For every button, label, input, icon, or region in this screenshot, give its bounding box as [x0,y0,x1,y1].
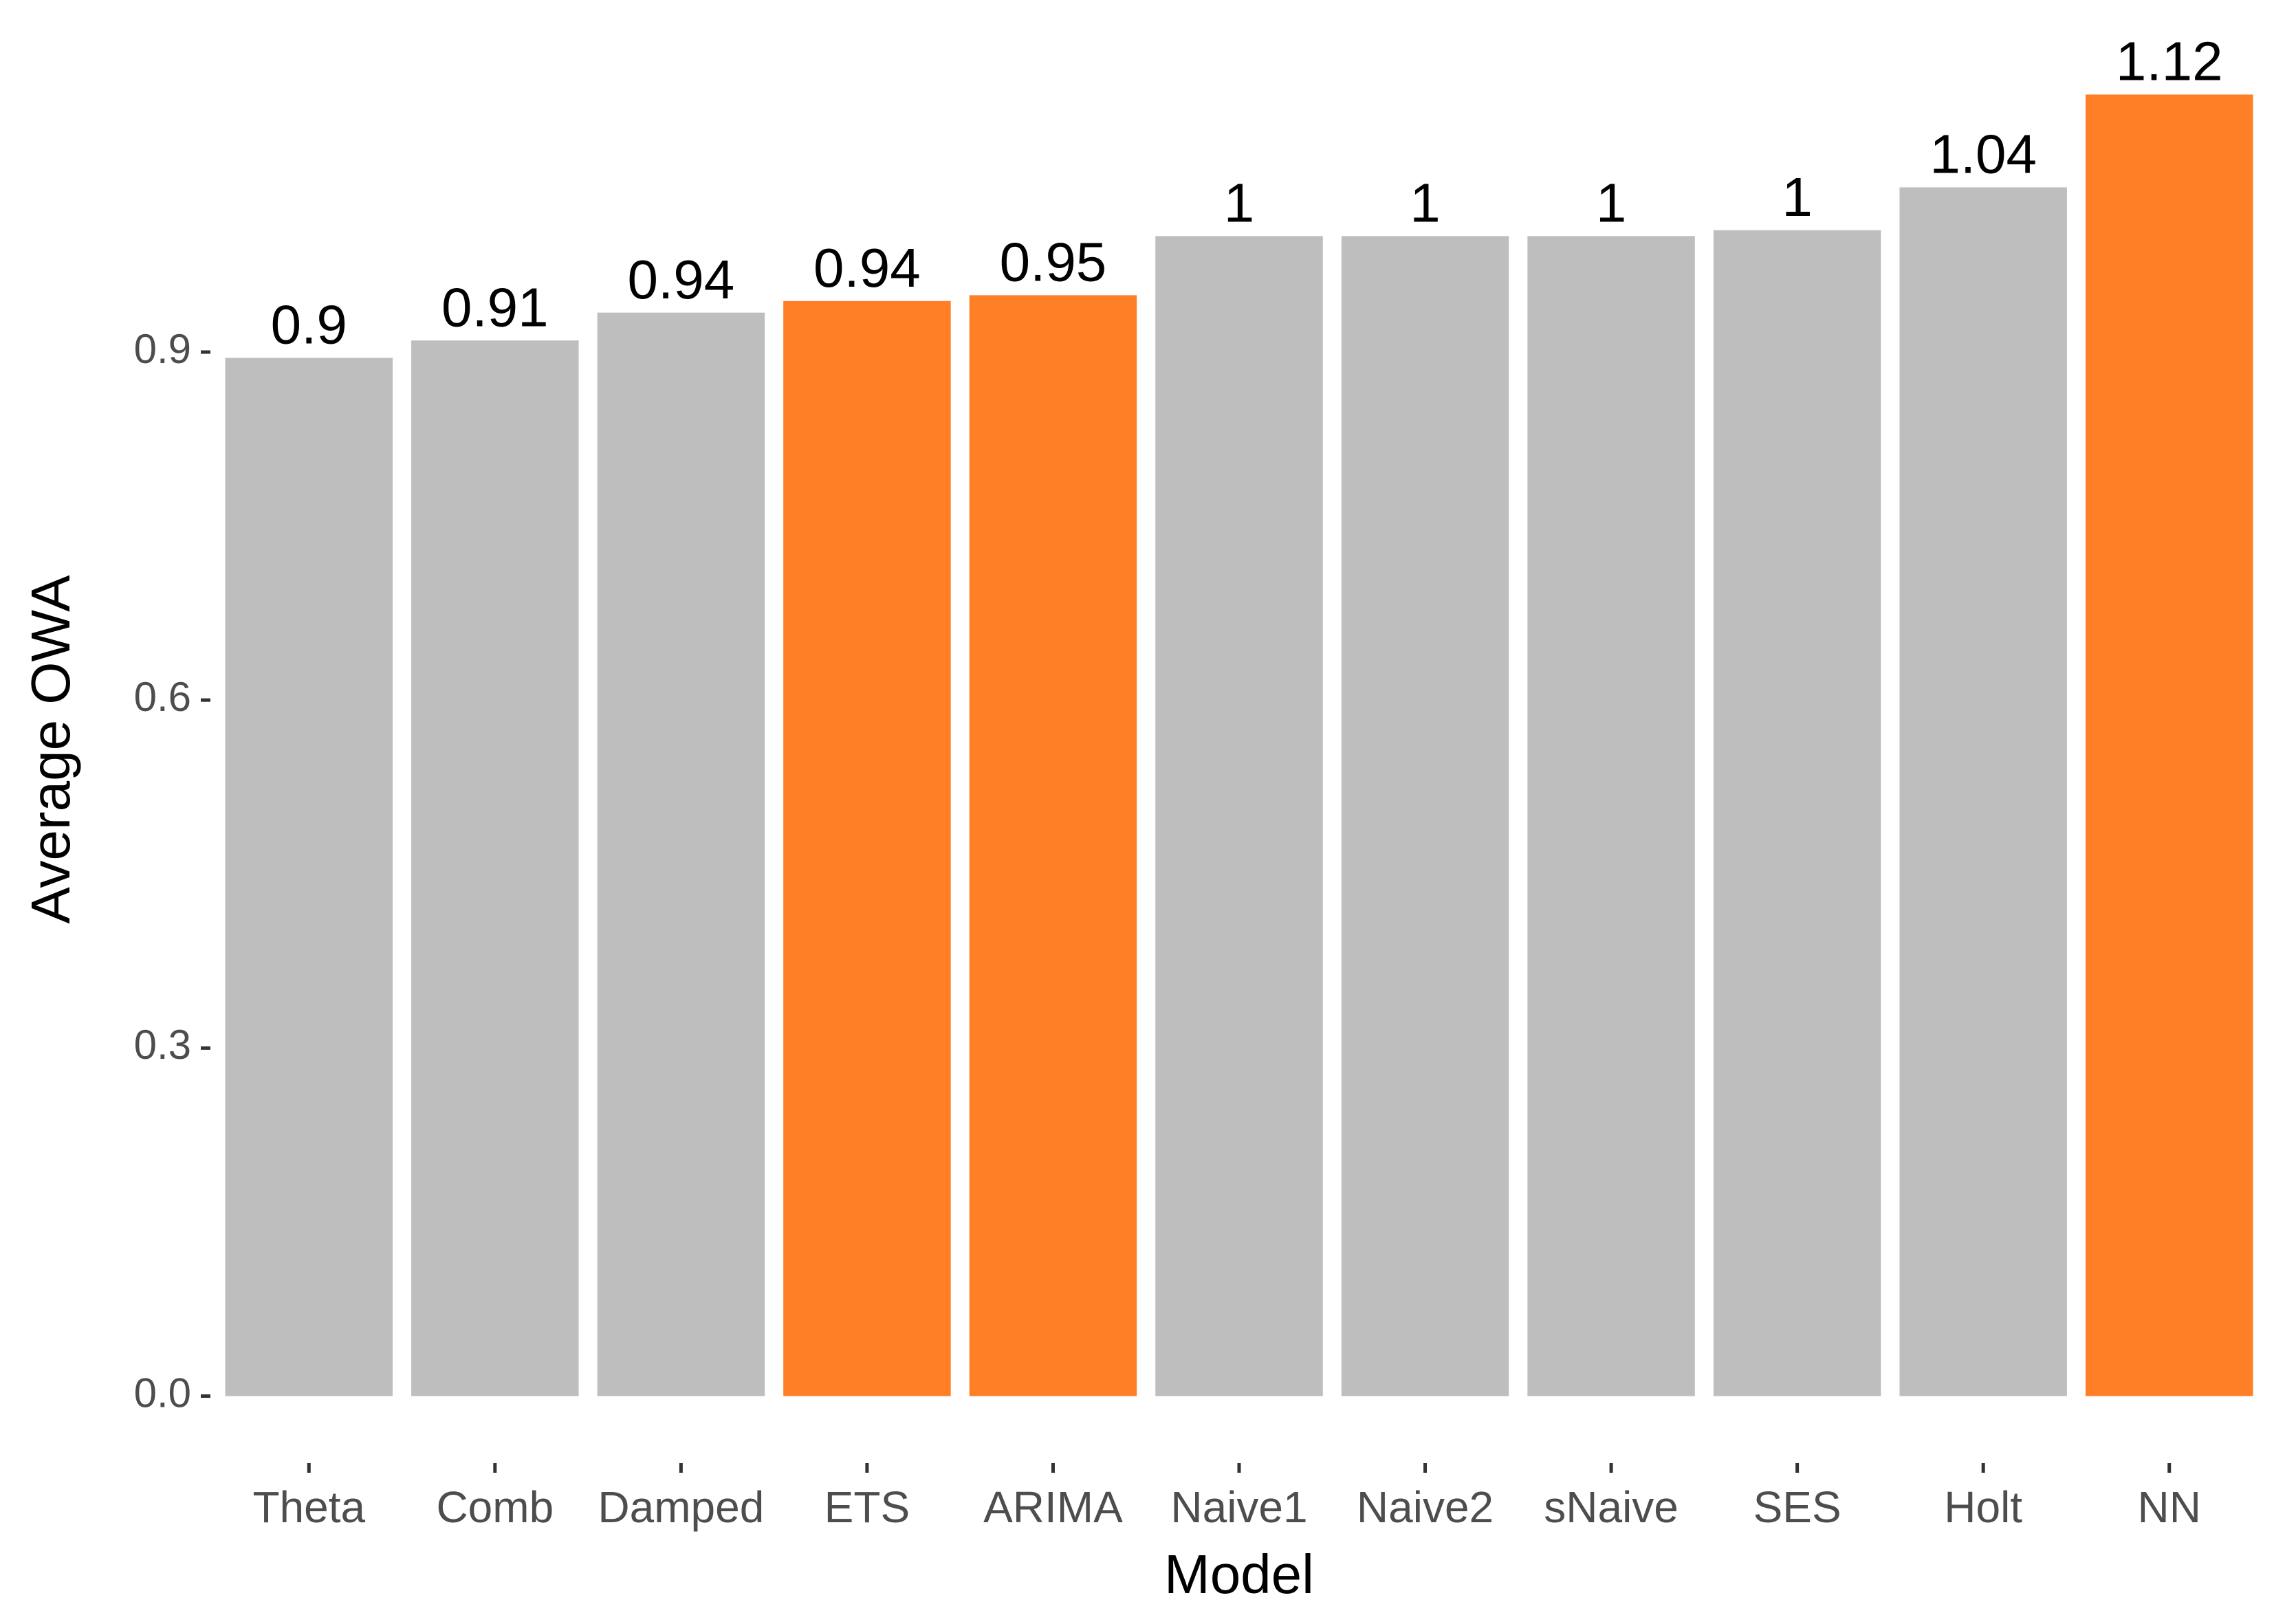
x-tick-label: Naive2 [1357,1482,1494,1532]
y-axis-title: Average OWA [20,575,81,924]
bar [411,340,579,1396]
bar [1527,236,1695,1396]
y-tick-label: 0.6 [134,674,191,720]
bar [1341,236,1509,1396]
x-tick-label: SES [1753,1482,1841,1532]
x-tick-label: ARIMA [983,1482,1123,1532]
bar [2085,94,2253,1396]
x-tick-label: Holt [1944,1482,2022,1532]
bar [1899,187,2067,1396]
y-tick-label: 0.9 [134,326,191,372]
value-label: 0.91 [441,276,549,338]
value-label: 1.12 [2116,31,2223,92]
value-label: 1 [1410,172,1441,233]
x-tick-label: ETS [824,1482,910,1532]
value-label: 0.94 [628,249,735,310]
x-tick-label: Damped [598,1482,764,1532]
x-tick-label: NN [2138,1482,2201,1532]
value-label: 1 [1596,172,1627,233]
value-label: 0.94 [813,237,921,298]
bar [597,312,765,1396]
bar [1713,230,1881,1396]
value-label: 0.95 [1000,231,1107,292]
value-label: 0.9 [271,294,347,355]
value-label: 1.04 [1929,124,2037,185]
x-axis-title: Model [1164,1544,1314,1605]
x-tick-label: Naive1 [1170,1482,1307,1532]
bar [1155,236,1323,1396]
x-tick-label: Comb [436,1482,554,1532]
y-tick-label: 0.0 [134,1370,191,1416]
bar [969,295,1137,1396]
x-tick-label: Theta [252,1482,365,1532]
bar [783,300,951,1396]
y-tick-label: 0.3 [134,1022,191,1068]
value-label: 1 [1224,172,1255,233]
bar [225,358,393,1396]
x-tick-label: sNaive [1544,1482,1679,1532]
value-label: 1 [1782,166,1813,228]
